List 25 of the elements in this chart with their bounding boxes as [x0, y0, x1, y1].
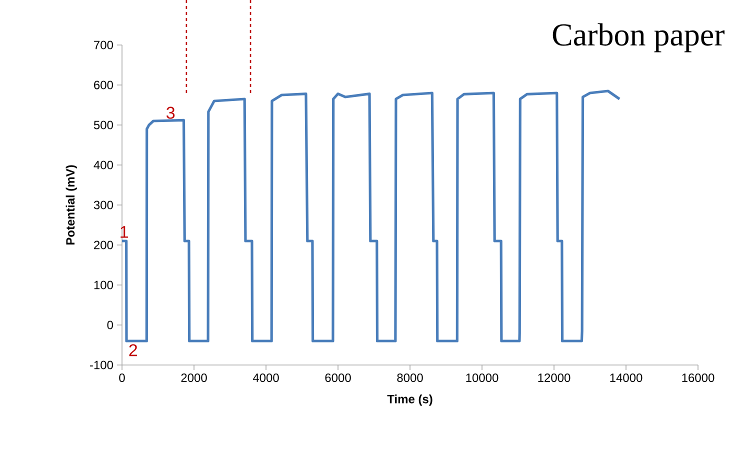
y-tick-label: 500 — [94, 120, 114, 130]
x-tick-label: 16000 — [682, 374, 714, 382]
x-tick-label: 6000 — [325, 374, 351, 382]
x-axis-title: Time (s) — [387, 394, 432, 406]
x-tick-label: 10000 — [466, 374, 498, 382]
x-tick-label: 12000 — [538, 374, 570, 382]
x-tick-label: 0 — [119, 374, 125, 382]
y-tick-label: 400 — [94, 160, 114, 170]
line-series — [120, 90, 621, 342]
x-tick-label: 8000 — [397, 374, 423, 382]
x-tick-label: 14000 — [610, 374, 642, 382]
y-tick-label: 0 — [107, 320, 114, 330]
y-tick-label: -100 — [90, 360, 114, 370]
y-tick-label: 700 — [94, 40, 114, 50]
annotation: Carbon paper — [552, 23, 724, 52]
x-tick-label: 2000 — [181, 374, 207, 382]
x-tick-label: 4000 — [252, 374, 279, 382]
y-axis-title: Potential (mV) — [66, 165, 77, 245]
y-tick-label: 200 — [94, 240, 114, 250]
y-tick-label: 100 — [94, 280, 114, 290]
y-tick-label: 600 — [94, 80, 114, 90]
annotation: 1 — [120, 226, 128, 238]
annotation: 2 — [129, 344, 137, 356]
y-tick-label: 300 — [94, 200, 114, 210]
annotation: 3 — [166, 106, 175, 119]
